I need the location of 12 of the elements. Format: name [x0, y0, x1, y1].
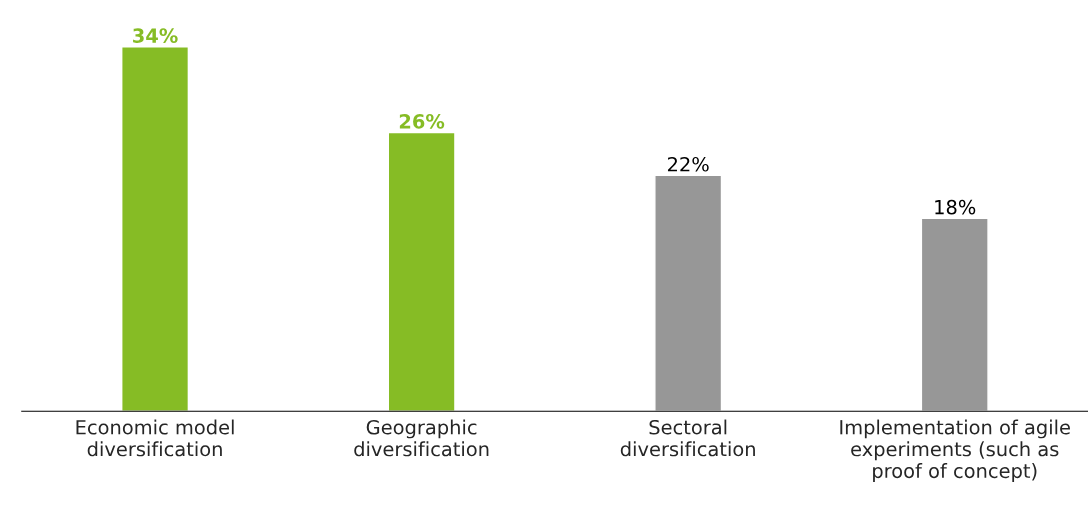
x-tick-label: Economic model diversification: [76, 419, 234, 457]
x-tick-label: Implementation of agile experiments (such as proof of concept): [840, 419, 1070, 482]
data-label: 34%: [133, 28, 178, 43]
x-tick-label: Sectoral diversification: [620, 419, 755, 457]
data-label: 22%: [667, 156, 709, 172]
data-label: 18%: [935, 199, 976, 215]
bar: [387, 131, 456, 412]
bar: [654, 174, 723, 412]
data-label: 26%: [399, 114, 445, 129]
bar: [121, 46, 190, 412]
bar: [920, 217, 989, 412]
x-tick-label: Geographic diversification: [354, 419, 489, 457]
